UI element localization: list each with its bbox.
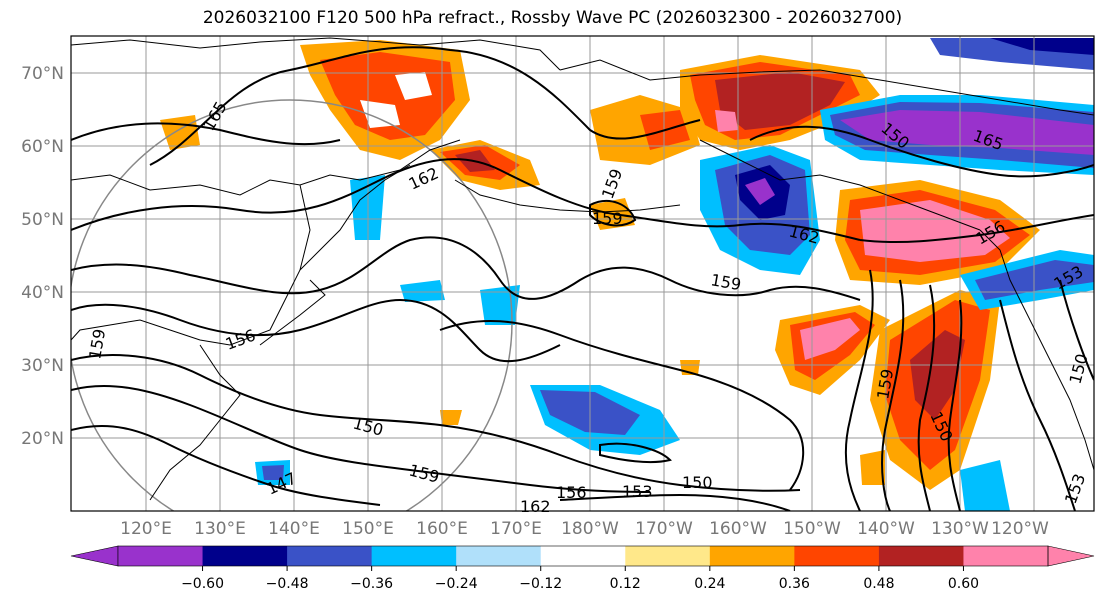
map-title: 2026032100 F120 500 hPa refract., Rossby… <box>202 8 903 28</box>
colorbar-tick-label: 0.36 <box>779 576 810 592</box>
colorbar-tick-label: −0.12 <box>519 576 562 592</box>
colorbar-tick-label: −0.24 <box>435 576 478 592</box>
contour-label: 162 <box>520 497 551 516</box>
lon-label: 170°W <box>635 519 693 539</box>
lon-label: 120°E <box>120 519 172 539</box>
colorbar-tick-label: −0.36 <box>350 576 393 592</box>
lat-label: 40°N <box>21 283 64 303</box>
colorbar-segment <box>202 546 288 566</box>
graticule <box>71 36 1094 511</box>
lon-label: 130°W <box>931 519 989 539</box>
lon-label: 150°W <box>783 519 841 539</box>
colorbar-segment <box>287 546 373 566</box>
colorbar-segment <box>963 546 1049 566</box>
colorbar-tick-label: 0.24 <box>694 576 725 592</box>
colorbar: −0.60 −0.48 −0.36 −0.24 −0.12 0.12 0.24 0.36 0.4… <box>70 545 1095 592</box>
lon-label: 140°E <box>268 519 320 539</box>
colorbar-tick-label: 0.12 <box>610 576 641 592</box>
shade-purple-nepac <box>745 178 775 205</box>
colorbar-segment <box>709 546 795 566</box>
shade-purple-arctic <box>840 110 1094 155</box>
shade-pink-epac <box>800 318 860 360</box>
lat-label: 50°N <box>21 210 64 230</box>
colorbar-segment <box>540 546 626 566</box>
contour-label: 159 <box>592 209 623 228</box>
lon-label: 160°W <box>709 519 767 539</box>
colorbar-tick-label: 0.60 <box>948 576 979 592</box>
lon-label: 150°E <box>342 519 394 539</box>
colorbar-tick-label: −0.48 <box>266 576 309 592</box>
shade-darkred-ca <box>910 330 965 420</box>
contour-label: 156 <box>556 483 587 502</box>
colorbar-segment <box>625 546 711 566</box>
contour-lines <box>71 46 1094 511</box>
shade-pink-alaska <box>715 110 738 132</box>
shade-navy-top-right <box>990 38 1094 55</box>
lon-label: 160°E <box>416 519 468 539</box>
shade-pink-goa <box>860 200 1010 262</box>
shade-lightblue-se <box>960 460 1010 511</box>
lon-label: 130°E <box>194 519 246 539</box>
coastlines <box>71 37 1094 501</box>
longitude-labels: 120°E 130°E 140°E 150°E 160°E 170°E 180°… <box>120 519 1049 539</box>
lat-label: 60°N <box>21 137 64 157</box>
contour-label: 150 <box>682 473 713 492</box>
lon-label: 180°W <box>561 519 619 539</box>
colorbar-tick-label: −0.60 <box>181 576 224 592</box>
shade-orange-se <box>860 450 885 485</box>
shade-lightblue-jp <box>400 280 445 302</box>
lon-label: 170°E <box>490 519 542 539</box>
latitude-labels: 70°N 60°N 50°N 40°N 30°N 20°N <box>21 64 64 449</box>
lat-label: 70°N <box>21 64 64 84</box>
colorbar-segment <box>371 546 457 566</box>
colorbar-segment <box>456 546 542 566</box>
colorbar-extend-low <box>70 545 119 567</box>
shade-white-siberia-hole1 <box>395 72 432 100</box>
colorbar-border <box>117 545 1049 567</box>
colorbar-tick-label: 0.48 <box>863 576 894 592</box>
colorbar-segment <box>118 546 204 566</box>
shade-white-siberia-hole2 <box>360 100 400 128</box>
lat-label: 30°N <box>21 356 64 376</box>
map-frame <box>70 35 1095 512</box>
lat-label: 20°N <box>21 429 64 449</box>
contour-label: 153 <box>622 482 653 501</box>
shade-orange-sub <box>440 410 462 425</box>
colorbar-extend-high <box>1047 545 1095 567</box>
colorbar-segment <box>878 546 964 566</box>
lon-label: 140°W <box>857 519 915 539</box>
shade-blue-sw <box>262 465 284 480</box>
colorbar-segment <box>794 546 880 566</box>
lon-label: 120°W <box>991 519 1049 539</box>
shade-lightblue-mid <box>480 285 520 325</box>
